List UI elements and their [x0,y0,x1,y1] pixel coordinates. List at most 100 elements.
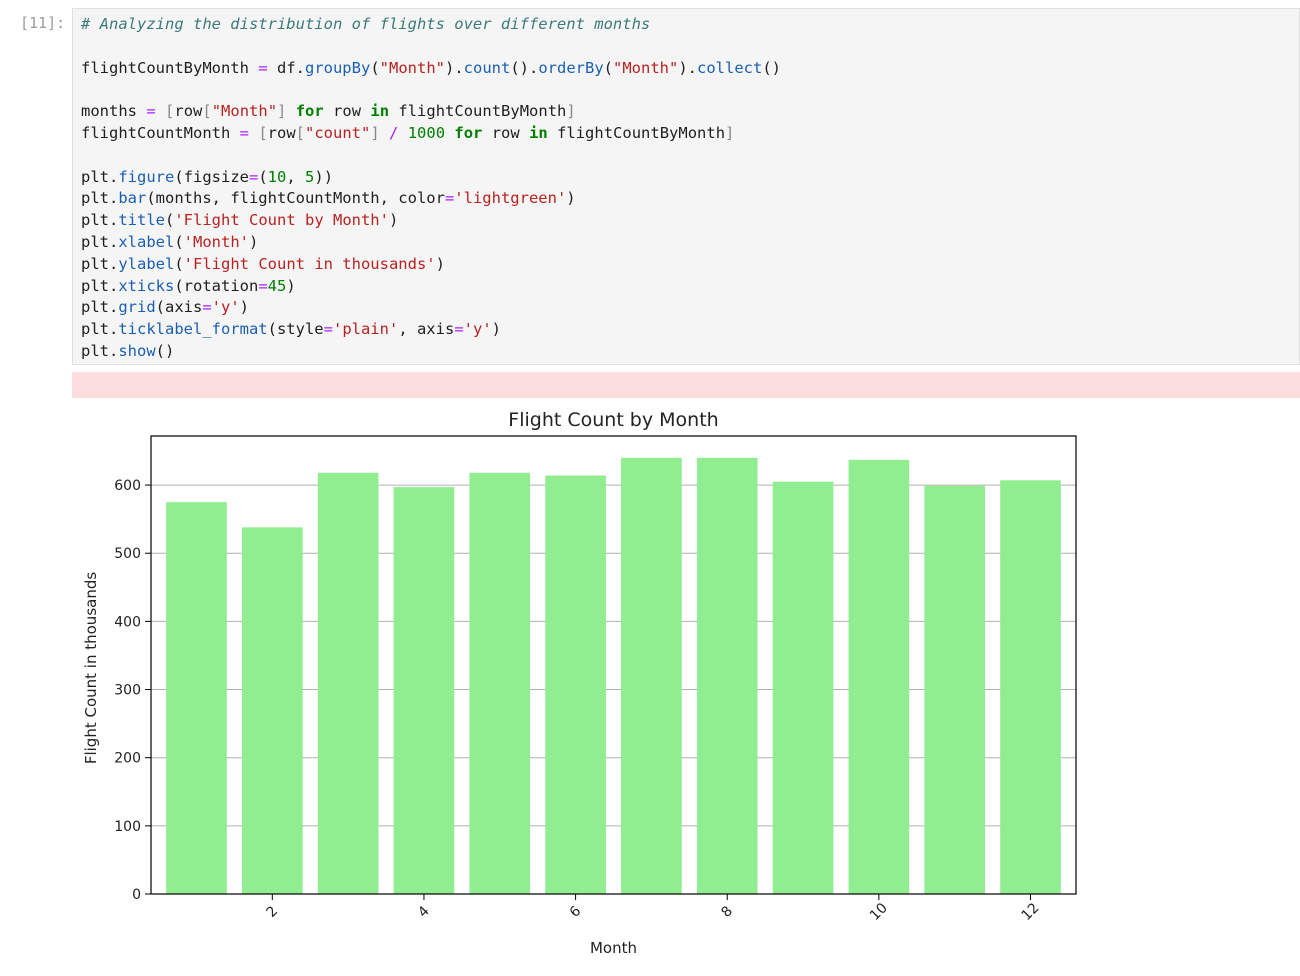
code-cell-input[interactable]: # Analyzing the distribution of flights … [72,8,1300,365]
code-token [286,102,295,120]
code-token: plt. [81,254,119,273]
bar-month-11 [924,485,986,894]
code-token: ( [370,58,380,77]
code-token: 10 [267,167,287,186]
bar-month-3 [317,472,379,894]
y-axis-label: Flight Count in thousands [82,572,100,765]
code-token: in [370,102,390,121]
code-token: plt. [81,232,119,251]
code-token: (figsize [174,167,249,186]
code-token: = [454,320,464,339]
code-token: plt. [81,320,119,339]
code-line: plt.xlabel('Month') [81,232,781,254]
code-token: ) [388,211,399,230]
code-token: = [202,298,212,317]
bar-month-10 [848,459,910,894]
code-token [249,124,258,142]
code-token: orderBy [538,58,604,77]
code-token: flightCountByMonth [81,58,259,77]
code-token: flightCountByMonth [389,102,567,121]
code-line: # Analyzing the distribution of flights … [81,14,781,36]
code-token: row [267,123,296,142]
code-token: ] [370,123,380,142]
code-token: (). [510,58,539,77]
code-token: in [529,123,548,142]
code-token: plt. [81,189,119,208]
plot-frame [150,435,1077,895]
code-token: ylabel [118,254,175,273]
x-tick-label: 8 [718,903,736,921]
code-token: "count" [305,123,371,142]
chart-title: Flight Count by Month [508,409,718,431]
code-token: 1000 [407,123,446,142]
code-token: 'Flight Count by Month' [174,211,389,230]
code-token: (axis [155,298,203,317]
bar-month-7 [621,457,682,894]
code-token: for [295,102,324,121]
bar-month-2 [241,527,303,894]
code-line [81,79,781,101]
code-token: ( [603,58,613,77]
code-line: plt.grid(axis='y') [81,297,781,319]
code-token: 'y' [211,298,240,317]
code-line: plt.bar(months, flightCountMonth, color=… [81,188,781,210]
code-token: ). [678,58,697,77]
code-line: flightCountMonth = [row["count"] / 1000 … [81,123,781,145]
x-tick-label: 12 [1019,900,1043,924]
code-token: (style [267,320,324,339]
code-token: ( [174,232,184,251]
code-token: figure [118,167,175,186]
y-tick-label: 200 [114,751,141,767]
code-token: () [155,341,175,360]
code-token: / [389,123,399,142]
code-token: 5 [305,167,315,186]
code-token: row [323,102,371,121]
code-token [445,124,454,142]
code-token: , [286,167,306,186]
code-token: 'lightgreen' [454,189,567,208]
code-token: plt. [81,298,119,317]
stderr-output [72,372,1300,398]
bar-month-6 [545,475,606,894]
code-token: show [118,341,156,360]
code-token: 45 [267,276,287,295]
code-token: for [454,123,483,142]
code-line: plt.figure(figsize=(10, 5)) [81,167,781,189]
code-line: months = [row["Month"] for row in flight… [81,101,781,123]
code-token: ] [725,123,735,142]
code-line [81,145,781,167]
code-token: ) [239,298,250,317]
code-token: ( [165,211,175,230]
bar-month-4 [393,487,455,894]
code-token: collect [697,58,763,77]
code-token: 'plain' [332,320,399,339]
code-token: 'y' [463,320,492,339]
code-token: [ [165,102,175,121]
code-line [81,36,781,58]
bar-month-1 [166,502,227,894]
code-token: 'Month' [183,232,249,251]
code-token: plt. [81,341,119,360]
code-editor[interactable]: # Analyzing the distribution of flights … [81,14,781,363]
code-token: plt. [81,167,119,186]
code-token: ( [174,254,184,273]
chart-output: 0 100 200 300 400 500 600 2 4 6 8 10 12 Flight Count … [72,400,1102,970]
code-token: ) [286,276,296,295]
code-line: plt.ticklabel_format(style='plain', axis… [81,319,781,341]
code-token: ) [566,189,576,208]
cell-prompt: [11]: [20,14,66,32]
code-line: plt.show() [81,341,781,363]
code-token: "Month" [379,58,445,77]
code-token: groupBy [304,58,371,77]
code-token: bar [118,189,147,208]
code-token: = [146,102,156,121]
code-token: row [174,102,203,121]
code-token: plt. [81,276,119,295]
code-token: xlabel [118,232,175,251]
x-axis-label: Month [590,939,637,957]
code-token: # Analyzing the distribution of flights … [81,15,651,33]
code-token: row [482,123,530,142]
code-token: ticklabel_format [118,320,268,339]
code-line: plt.xticks(rotation=45) [81,276,781,298]
code-token: ( [258,167,268,186]
